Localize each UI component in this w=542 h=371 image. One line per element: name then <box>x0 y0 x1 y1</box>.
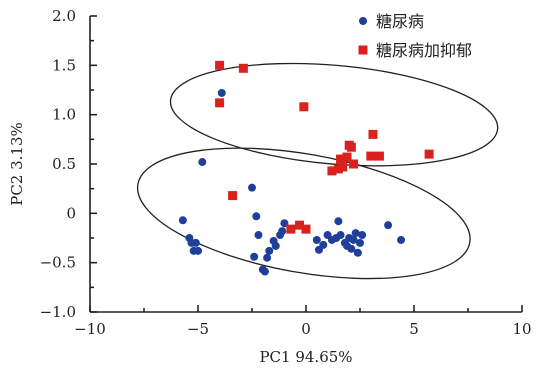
data-point-diabetes <box>347 244 356 253</box>
data-point-diabetes <box>334 217 343 226</box>
cluster-ellipse-2 <box>136 147 471 280</box>
data-point-diabetes <box>358 231 367 240</box>
data-point-diabetes-depression <box>327 166 337 176</box>
x-tick-label: −10 <box>74 320 106 338</box>
data-point-diabetes <box>353 248 362 257</box>
legend: 糖尿病 糖尿病加抑郁 <box>358 12 472 60</box>
data-point-diabetes-depression <box>349 159 359 169</box>
data-point-diabetes <box>191 238 200 247</box>
legend-marker-diabetes-depression <box>358 45 368 55</box>
data-point-diabetes-depression <box>374 151 384 161</box>
data-point-diabetes <box>178 216 187 225</box>
y-tick-label: 0.5 <box>52 155 76 173</box>
x-tick-label: 10 <box>512 320 531 338</box>
data-point-diabetes <box>194 246 202 255</box>
data-point-diabetes-depression <box>215 60 225 70</box>
data-point-diabetes <box>312 235 321 244</box>
data-point-diabetes <box>349 235 358 244</box>
data-point-diabetes-depression <box>301 224 311 234</box>
data-point-diabetes <box>198 158 207 167</box>
data-point-diabetes <box>217 88 226 97</box>
legend-label-diabetes: 糖尿病 <box>376 12 424 31</box>
data-point-diabetes <box>263 253 272 262</box>
data-point-diabetes-depression <box>336 154 346 164</box>
legend-label-diabetes-depression: 糖尿病加抑郁 <box>376 41 472 60</box>
data-point-diabetes <box>248 183 256 192</box>
y-axis-title: PC2 3.13% <box>8 122 26 206</box>
axes: −10 −5 0 5 10 −1.0 −0.5 0 0.5 1.0 1.5 2.0 <box>40 7 532 338</box>
data-point-diabetes <box>356 238 364 247</box>
y-tick-label: 1.5 <box>52 56 76 74</box>
data-point-diabetes-depression <box>338 162 348 172</box>
x-tick-label: 5 <box>409 320 419 338</box>
data-point-diabetes-depression <box>366 151 376 161</box>
data-point-diabetes-depression <box>342 152 352 162</box>
data-point-diabetes <box>260 267 269 276</box>
x-axis-ticks: −10 −5 0 5 10 <box>74 305 532 338</box>
y-tick-label: 1.0 <box>52 106 76 124</box>
data-point-diabetes-depression <box>286 224 296 234</box>
y-tick-label: 2.0 <box>52 7 76 25</box>
data-point-diabetes <box>351 229 360 238</box>
data-point-diabetes <box>319 240 328 249</box>
data-point-diabetes <box>254 231 263 240</box>
data-point-diabetes <box>397 235 406 244</box>
y-axis-ticks: −1.0 −0.5 0 0.5 1.0 1.5 2.0 <box>40 7 97 321</box>
data-point-diabetes <box>250 252 259 261</box>
data-point-diabetes-depression <box>299 102 309 112</box>
data-point-diabetes <box>278 227 287 236</box>
data-point-diabetes-depression <box>228 191 238 201</box>
cluster-ellipses <box>136 62 499 280</box>
data-point-diabetes-depression <box>215 98 225 108</box>
cluster-ellipse-1 <box>169 62 499 167</box>
data-point-diabetes <box>265 246 274 255</box>
x-tick-label: −5 <box>187 320 209 338</box>
legend-marker-diabetes <box>359 17 367 25</box>
data-point-diabetes-depression <box>368 129 378 139</box>
data-point-diabetes-depression <box>424 149 434 159</box>
data-points <box>178 60 434 276</box>
data-point-diabetes <box>384 221 393 230</box>
x-axis-title: PC1 94.65% <box>259 348 352 366</box>
data-point-diabetes-depression <box>346 142 356 152</box>
data-point-diabetes <box>336 231 345 240</box>
data-point-diabetes-depression <box>295 220 305 230</box>
data-point-diabetes-depression <box>238 63 248 73</box>
data-point-diabetes <box>271 241 280 250</box>
y-tick-label: −1.0 <box>40 303 76 321</box>
x-tick-label: 0 <box>301 320 311 338</box>
data-point-diabetes <box>252 212 261 221</box>
y-tick-label: −0.5 <box>40 254 76 272</box>
y-tick-label: 0 <box>66 204 76 222</box>
